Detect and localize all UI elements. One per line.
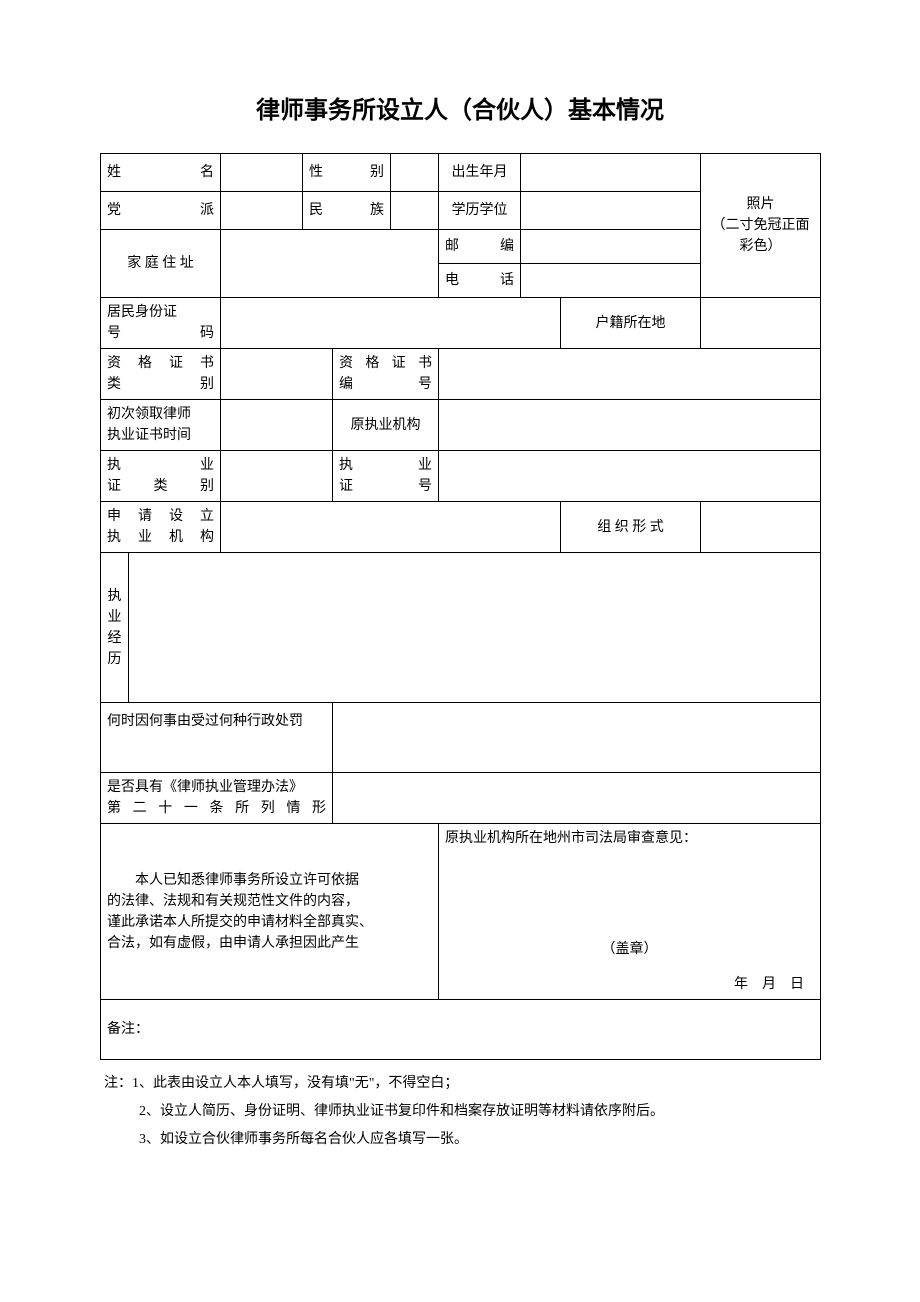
label-postcode: 邮 编 xyxy=(439,230,521,264)
field-education[interactable] xyxy=(521,192,701,230)
field-apply-org[interactable] xyxy=(221,502,561,553)
field-article21[interactable] xyxy=(333,773,821,824)
label-education: 学历学位 xyxy=(439,192,521,230)
label-address: 家 庭 住 址 xyxy=(101,230,221,298)
label-practice-no: 执 业 证 号 xyxy=(333,451,439,502)
label-household: 户籍所在地 xyxy=(561,298,701,349)
label-name: 姓 名 xyxy=(101,154,221,192)
review-date: 年 月 日 xyxy=(445,974,814,995)
field-birth[interactable] xyxy=(521,154,701,192)
field-ethnic[interactable] xyxy=(391,192,439,230)
label-phone: 电 话 xyxy=(439,264,521,298)
field-penalty[interactable] xyxy=(333,703,821,773)
label-party: 党 派 xyxy=(101,192,221,230)
footnotes: 注：1、此表由设立人本人填写，没有填"无"，不得空白； 2、设立人简历、身份证明… xyxy=(100,1070,820,1154)
declaration-cell: 本人已知悉律师事务所设立许可依据 的法律、法规和有关规范性文件的内容， 谨此承诺… xyxy=(101,824,439,1000)
review-stamp: （盖章） xyxy=(445,939,814,960)
label-first-license: 初次领取律师 执业证书时间 xyxy=(101,400,221,451)
label-orig-org: 原执业机构 xyxy=(333,400,439,451)
review-header: 原执业机构所在地州市司法局审查意见： xyxy=(445,828,814,849)
label-cert-no: 资 格 证 书 编 号 xyxy=(333,349,439,400)
field-household[interactable] xyxy=(701,298,821,349)
label-practice-type: 执 业 证 类 别 xyxy=(101,451,221,502)
field-cert-no[interactable] xyxy=(439,349,821,400)
photo-label-2: （二寸免冠正面彩色） xyxy=(707,215,814,257)
field-practice-type[interactable] xyxy=(221,451,333,502)
field-practice-no[interactable] xyxy=(439,451,821,502)
label-cert-type: 资 格 证 书 类 别 xyxy=(101,349,221,400)
field-first-license[interactable] xyxy=(221,400,333,451)
label-remark: 备注： xyxy=(107,1022,149,1037)
label-penalty: 何时因何事由受过何种行政处罚 xyxy=(101,703,333,773)
field-id[interactable] xyxy=(221,298,561,349)
photo-area: 照片 （二寸免冠正面彩色） xyxy=(701,154,821,298)
label-birth: 出生年月 xyxy=(439,154,521,192)
field-cert-type[interactable] xyxy=(221,349,333,400)
field-phone[interactable] xyxy=(521,264,701,298)
field-org-form[interactable] xyxy=(701,502,821,553)
label-apply-org: 申 请 设 立 执 业 机 构 xyxy=(101,502,221,553)
photo-label-1: 照片 xyxy=(707,194,814,215)
label-ethnic: 民 族 xyxy=(303,192,391,230)
label-org-form: 组 织 形 式 xyxy=(561,502,701,553)
label-article21: 是否具有《律师执业管理办法》 第 二 十 一 条 所 列 情 形 xyxy=(101,773,333,824)
form-table: 姓 名 性 别 出生年月 照片 （二寸免冠正面彩色） 党 派 民 族 学历学位 … xyxy=(100,153,821,1060)
label-id: 居民身份证 号 码 xyxy=(101,298,221,349)
label-experience: 执业经历 xyxy=(101,553,129,703)
field-orig-org[interactable] xyxy=(439,400,821,451)
field-experience[interactable] xyxy=(129,553,821,703)
field-address[interactable] xyxy=(221,230,439,298)
remark-cell[interactable]: 备注： xyxy=(101,1000,821,1060)
review-cell: 原执业机构所在地州市司法局审查意见： （盖章） 年 月 日 xyxy=(439,824,821,1000)
field-party[interactable] xyxy=(221,192,303,230)
label-gender: 性 别 xyxy=(303,154,391,192)
field-name[interactable] xyxy=(221,154,303,192)
page-title: 律师事务所设立人（合伙人）基本情况 xyxy=(100,90,820,125)
field-gender[interactable] xyxy=(391,154,439,192)
field-postcode[interactable] xyxy=(521,230,701,264)
